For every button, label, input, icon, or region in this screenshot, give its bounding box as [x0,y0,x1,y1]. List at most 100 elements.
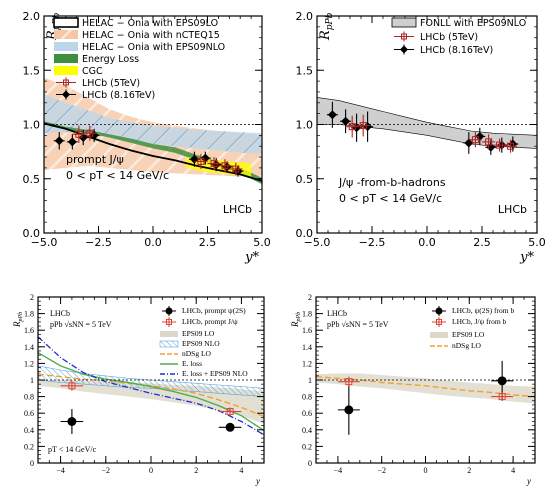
legend-label: E. loss + EPS09 NLO [182,369,248,378]
data-point-diamond [464,138,474,148]
data-point-open [68,382,76,390]
x-tick-label: −2.5 [85,236,112,249]
legend-swatch [160,331,178,337]
y-tick-label: 2.0 [23,10,41,23]
x-tick-label: 0 [424,466,428,475]
legend-label: EPS09 LO [182,329,215,338]
data-point-diamond [341,116,351,126]
legend-label: LHCb (5TeV) [82,78,140,89]
x-tick-label: −2 [377,466,386,475]
y-tick-label: 0 [30,459,34,468]
data-point-filled [225,422,235,432]
legend-swatch [54,54,78,63]
y-tick-label: 0.5 [23,173,41,186]
y-tick-label: 1.8 [302,310,312,319]
curve-e-loss [38,351,264,432]
legend-label: LHCb, prompt ψ(2S) [182,306,246,315]
annotation-prompt-jpsi: prompt J/ψ [66,153,124,166]
y-tick-label: 1.5 [296,64,314,77]
x-axis-label: y [255,476,260,486]
data-point-filled [344,405,354,415]
data-point-open [348,123,356,131]
legend-label: nDSg LO [452,341,482,350]
plot-area [317,97,537,155]
band-fonll-with-eps09nlo [317,97,537,149]
x-tick-label: 0.0 [418,236,436,249]
legend-swatch [391,17,417,28]
curve-ndsg-lo [316,376,535,398]
data-point-open [226,408,234,416]
plot-area [316,360,535,435]
y-tick-label: 1.2 [302,359,312,368]
y-tick-label: 0.6 [302,409,312,418]
legend-label: LHCb (5TeV) [420,32,478,43]
data-point-open [86,129,94,137]
annotation-pt-range: pT < 14 GeV/c [48,445,97,454]
legend-label: Energy Loss [82,54,139,65]
y-tick-label: 2.0 [296,10,314,23]
legend-label: EPS09 LO [452,330,485,339]
x-tick-label: 2 [194,466,198,475]
data-point-filled [497,376,507,386]
legend-marker-point [62,90,70,99]
data-point-filled [67,417,77,426]
curve-e-loss-eps09-nlo [38,336,264,436]
legend-label: LHCb, prompt J/ψ [182,317,238,326]
legend-swatch [159,340,179,348]
legend-swatch [430,332,448,338]
legend-label: CGC [82,66,103,77]
x-axis-label: y* [244,250,259,265]
legend-marker-point [400,45,408,54]
data-point-open [507,142,515,150]
data-point-diamond [54,136,64,146]
y-axis-label: RpPb [318,12,335,41]
y-tick-label: 0.8 [302,393,312,402]
x-tick-label: 0.0 [144,236,162,249]
legend-swatch [53,17,79,28]
legend-marker-point [63,79,69,86]
legend-swatch [54,42,78,51]
legend-marker-point [401,33,407,40]
y-tick-label: 0.4 [302,426,312,435]
band-energy-loss [44,121,262,185]
y-tick-label: 2 [308,293,312,302]
y-tick-label: 1.4 [302,343,312,352]
legend-marker-point [165,307,173,315]
x-tick-label: −5.0 [31,236,58,249]
x-tick-label: −4 [56,466,65,475]
legend-swatch [54,30,78,39]
legend-marker-point [436,319,442,325]
y-tick-label: 2 [30,293,34,302]
legend-label: LHCb, J/ψ from b [452,317,507,326]
plot-area [38,336,264,436]
data-point-diamond [78,133,88,143]
data-point-open [485,138,493,146]
y-tick-label: 1.2 [24,359,34,368]
data-point-diamond [67,137,77,147]
legend-label: HELAC − Onia with EPS09LO [82,18,218,29]
band-hatch-eps09nlo [44,94,262,154]
legend-label: nDSg LO [182,349,212,358]
legend-label: EPS09 NLO [182,339,220,348]
legend-label: E. loss [182,359,202,368]
data-point-open [359,122,367,130]
x-tick-label: −4 [334,466,343,475]
data-point-open [496,141,504,149]
watermark-lhcb: LHCb [498,203,527,216]
x-tick-label: −5.0 [304,236,331,249]
legend-label: LHCb (8.16TeV) [82,90,155,101]
y-tick-label: 1.6 [24,326,34,335]
y-tick-label: 0.0 [296,227,314,240]
x-tick-label: 5.0 [528,236,546,249]
legend-label: FONLL with EPS09NLO [420,18,526,29]
y-tick-label: 1.0 [296,119,314,132]
data-point-diamond [200,153,210,163]
x-tick-label: 0 [149,466,153,475]
y-tick-label: 0.8 [24,393,34,402]
data-point-diamond [475,131,485,141]
y-tick-label: 0.5 [296,173,314,186]
curve-ndsg-lo [38,373,264,418]
legend-swatch [54,66,78,75]
y-tick-label: 1.5 [23,64,41,77]
